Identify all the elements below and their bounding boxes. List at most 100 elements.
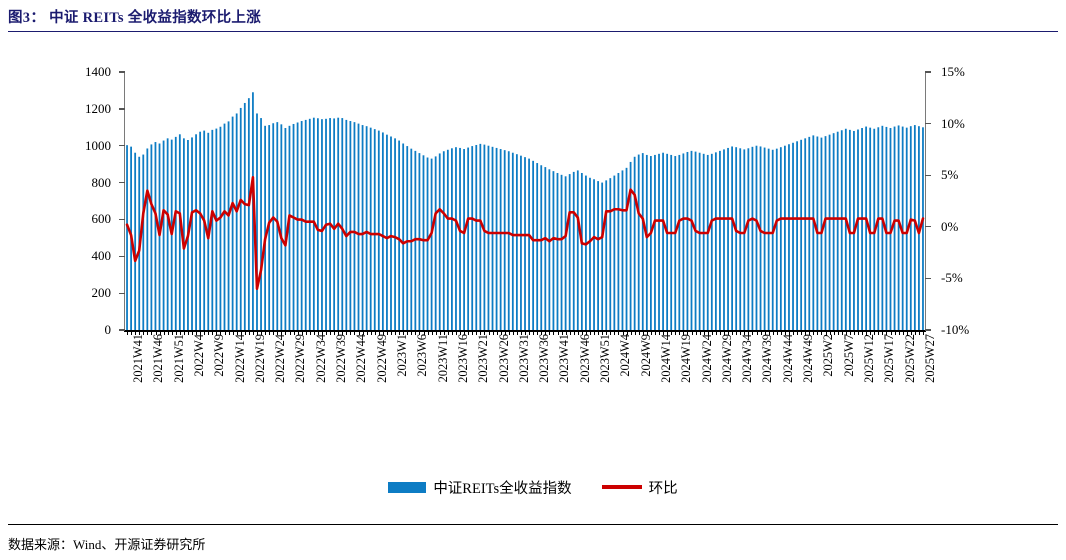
x-tick [488,331,490,335]
bar [840,130,843,330]
x-tick [748,331,750,335]
x-tick [914,331,916,335]
bar [710,153,713,330]
bar [162,140,165,330]
x-tick [573,331,575,335]
x-tick [886,331,888,335]
bar [483,144,486,330]
bar [844,128,847,330]
bar [719,150,721,330]
bar [796,141,798,330]
x-tick [358,331,360,335]
bar [755,145,758,330]
x-tick [179,331,181,335]
x-tick [691,331,693,335]
x-tick-label: 2025W27 [922,334,937,383]
x-tick [269,331,271,335]
x-tick [508,331,510,335]
bar [536,163,539,330]
x-tick [183,331,185,335]
x-tick [878,331,880,335]
bar [922,127,924,330]
bar [763,147,766,330]
x-tick-label: 2024W4 [618,334,633,377]
bar [723,149,725,330]
x-tick [326,331,327,335]
x-tick [797,331,799,335]
x-tick [366,331,368,335]
y-tick-label-right: -5% [941,270,963,286]
bar [146,148,149,330]
x-tick-label: 2023W51 [598,334,613,383]
x-tick [918,331,920,335]
x-tick-label: 2024W39 [760,334,775,383]
bar [191,137,193,330]
x-tick [862,331,864,335]
x-tick [362,331,364,335]
bar [678,154,681,330]
x-tick [667,331,669,335]
x-tick [549,331,551,335]
bar [381,132,384,330]
bar [877,127,880,330]
bar [174,136,177,330]
x-tick [289,331,291,335]
bar [881,125,884,330]
x-tick [163,331,165,335]
x-tick [460,331,461,335]
x-tick [910,331,912,335]
bar [296,122,299,330]
legend-item-index[interactable]: 中证REITs全收益指数 [388,477,572,498]
x-tick [825,331,827,335]
y-tick-right [925,277,931,280]
x-tick [516,331,518,335]
x-tick [407,331,409,335]
x-tick [354,331,356,335]
bar [897,125,900,330]
chart-svg [125,92,925,330]
bar [243,102,246,330]
y-tick-label-right: 0% [941,218,959,234]
x-axis [124,330,926,332]
bar [438,153,441,330]
x-tick [427,331,429,335]
x-tick [569,331,571,335]
x-tick [845,331,847,335]
bar [901,126,904,330]
x-tick [711,331,713,335]
y-tick-left [119,145,125,147]
bar [633,156,636,330]
x-tick [415,331,417,335]
bar [727,147,729,330]
x-tick [756,331,758,335]
bar [645,154,648,330]
bar [507,151,510,330]
x-tick [789,331,790,335]
x-tick [525,331,526,335]
x-tick [870,331,872,335]
legend-line-swatch-icon [601,485,642,489]
bar [670,154,673,330]
x-tick [257,331,258,335]
x-tick [370,331,372,335]
bar [158,143,161,330]
bar [459,147,461,330]
y-tick-label-left: 400 [91,248,112,264]
x-tick [732,331,734,335]
bar [150,144,153,330]
x-tick [200,331,202,335]
bar [203,130,206,330]
legend-item-mom[interactable]: 环比 [601,477,678,498]
bar [674,156,677,330]
x-tick-label: 2022W14 [232,334,247,383]
bar [361,125,364,330]
bar [341,118,344,330]
y-tick-label-left: 1400 [85,64,111,79]
bar [775,148,778,330]
x-tick [585,331,587,335]
x-tick [768,331,770,335]
y-tick-label-left: 600 [91,211,112,227]
bar [239,107,242,330]
x-tick [447,331,449,335]
